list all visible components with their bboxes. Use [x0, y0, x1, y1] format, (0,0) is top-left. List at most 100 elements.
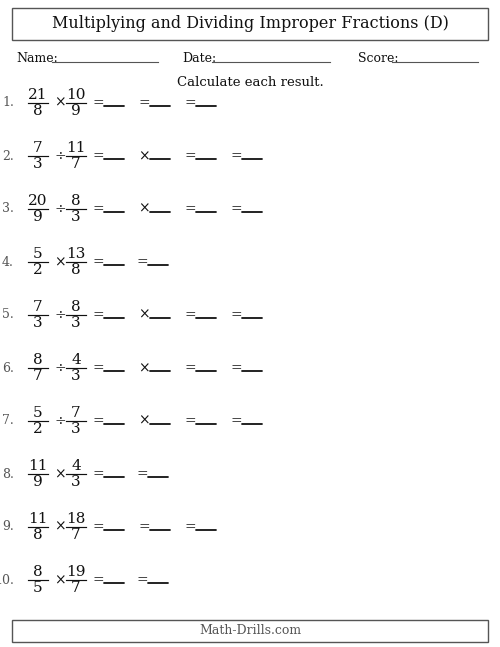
Text: 9: 9	[33, 475, 43, 489]
Text: =: =	[92, 202, 104, 216]
Text: =: =	[184, 308, 196, 322]
Text: ×: ×	[54, 520, 66, 534]
Text: ×: ×	[54, 255, 66, 269]
Text: 7: 7	[33, 141, 43, 155]
Text: 11: 11	[66, 141, 86, 155]
Text: Date:: Date:	[182, 52, 216, 65]
Text: 4: 4	[71, 353, 81, 367]
Text: 10: 10	[66, 88, 86, 102]
Text: 3: 3	[71, 422, 81, 436]
Text: ÷: ÷	[54, 361, 66, 375]
Text: =: =	[230, 361, 242, 375]
Text: ×: ×	[54, 573, 66, 587]
Text: ÷: ÷	[54, 202, 66, 216]
Text: 20: 20	[28, 194, 48, 208]
Text: 5: 5	[33, 581, 43, 595]
Text: =: =	[92, 96, 104, 110]
Text: 7.: 7.	[2, 415, 14, 428]
Text: 4: 4	[71, 459, 81, 473]
Text: 8: 8	[33, 353, 43, 367]
Bar	[12, 620, 488, 642]
Text: ×: ×	[138, 414, 150, 428]
Text: =: =	[92, 414, 104, 428]
Text: ÷: ÷	[54, 308, 66, 322]
Text: 8: 8	[33, 104, 43, 118]
Text: 6.: 6.	[2, 362, 14, 375]
Text: =: =	[92, 520, 104, 534]
Text: =: =	[92, 308, 104, 322]
Text: 9: 9	[33, 210, 43, 224]
Text: =: =	[230, 202, 242, 216]
Text: Math-Drills.com: Math-Drills.com	[199, 624, 301, 637]
Text: =: =	[230, 414, 242, 428]
Text: 21: 21	[28, 88, 48, 102]
Text: 9: 9	[71, 104, 81, 118]
Text: 8: 8	[71, 194, 81, 208]
Text: =: =	[184, 414, 196, 428]
Text: =: =	[138, 96, 150, 110]
Text: ÷: ÷	[54, 414, 66, 428]
Text: 5: 5	[33, 247, 43, 261]
Text: 3: 3	[71, 475, 81, 489]
Text: 2.: 2.	[2, 149, 14, 162]
Text: =: =	[92, 255, 104, 269]
Text: =: =	[138, 520, 150, 534]
Text: =: =	[184, 96, 196, 110]
Text: 19: 19	[66, 565, 86, 579]
Text: 9.: 9.	[2, 520, 14, 534]
Text: 11: 11	[28, 459, 48, 473]
Text: =: =	[230, 308, 242, 322]
Text: 7: 7	[71, 528, 81, 542]
Text: 11: 11	[28, 512, 48, 526]
Text: =: =	[136, 467, 148, 481]
Text: ×: ×	[138, 308, 150, 322]
Text: 3.: 3.	[2, 203, 14, 215]
Text: =: =	[184, 520, 196, 534]
Text: =: =	[92, 361, 104, 375]
Text: 8: 8	[71, 300, 81, 314]
Text: =: =	[92, 149, 104, 163]
Text: 13: 13	[66, 247, 86, 261]
Text: 7: 7	[33, 300, 43, 314]
Text: 3: 3	[71, 369, 81, 383]
Text: =: =	[92, 573, 104, 587]
Text: 3: 3	[71, 316, 81, 330]
Text: 8.: 8.	[2, 468, 14, 481]
Text: 5: 5	[33, 406, 43, 420]
Text: 3: 3	[71, 210, 81, 224]
Text: 8: 8	[33, 528, 43, 542]
Text: 8: 8	[71, 263, 81, 277]
Text: Calculate each result.: Calculate each result.	[176, 76, 324, 89]
Text: 10.: 10.	[0, 573, 14, 586]
Text: Multiplying and Dividing Improper Fractions (D): Multiplying and Dividing Improper Fracti…	[52, 16, 448, 32]
Text: 1.: 1.	[2, 96, 14, 109]
Text: Name:: Name:	[16, 52, 58, 65]
Text: Score:: Score:	[358, 52, 399, 65]
Text: 2: 2	[33, 263, 43, 277]
Text: =: =	[184, 202, 196, 216]
Text: 18: 18	[66, 512, 86, 526]
Text: 7: 7	[71, 157, 81, 171]
Text: 7: 7	[33, 369, 43, 383]
Text: ×: ×	[138, 361, 150, 375]
Text: =: =	[136, 255, 148, 269]
Text: ×: ×	[138, 202, 150, 216]
Text: ×: ×	[138, 149, 150, 163]
Text: 4.: 4.	[2, 256, 14, 269]
Bar	[12, 8, 488, 40]
Text: =: =	[230, 149, 242, 163]
Text: 7: 7	[71, 581, 81, 595]
Text: =: =	[136, 573, 148, 587]
Text: 8: 8	[33, 565, 43, 579]
Text: ÷: ÷	[54, 149, 66, 163]
Text: ×: ×	[54, 96, 66, 110]
Text: =: =	[184, 361, 196, 375]
Text: 3: 3	[33, 157, 43, 171]
Text: ×: ×	[54, 467, 66, 481]
Text: =: =	[92, 467, 104, 481]
Text: =: =	[184, 149, 196, 163]
Text: 5.: 5.	[2, 309, 14, 322]
Text: 3: 3	[33, 316, 43, 330]
Text: 7: 7	[71, 406, 81, 420]
Text: 2: 2	[33, 422, 43, 436]
